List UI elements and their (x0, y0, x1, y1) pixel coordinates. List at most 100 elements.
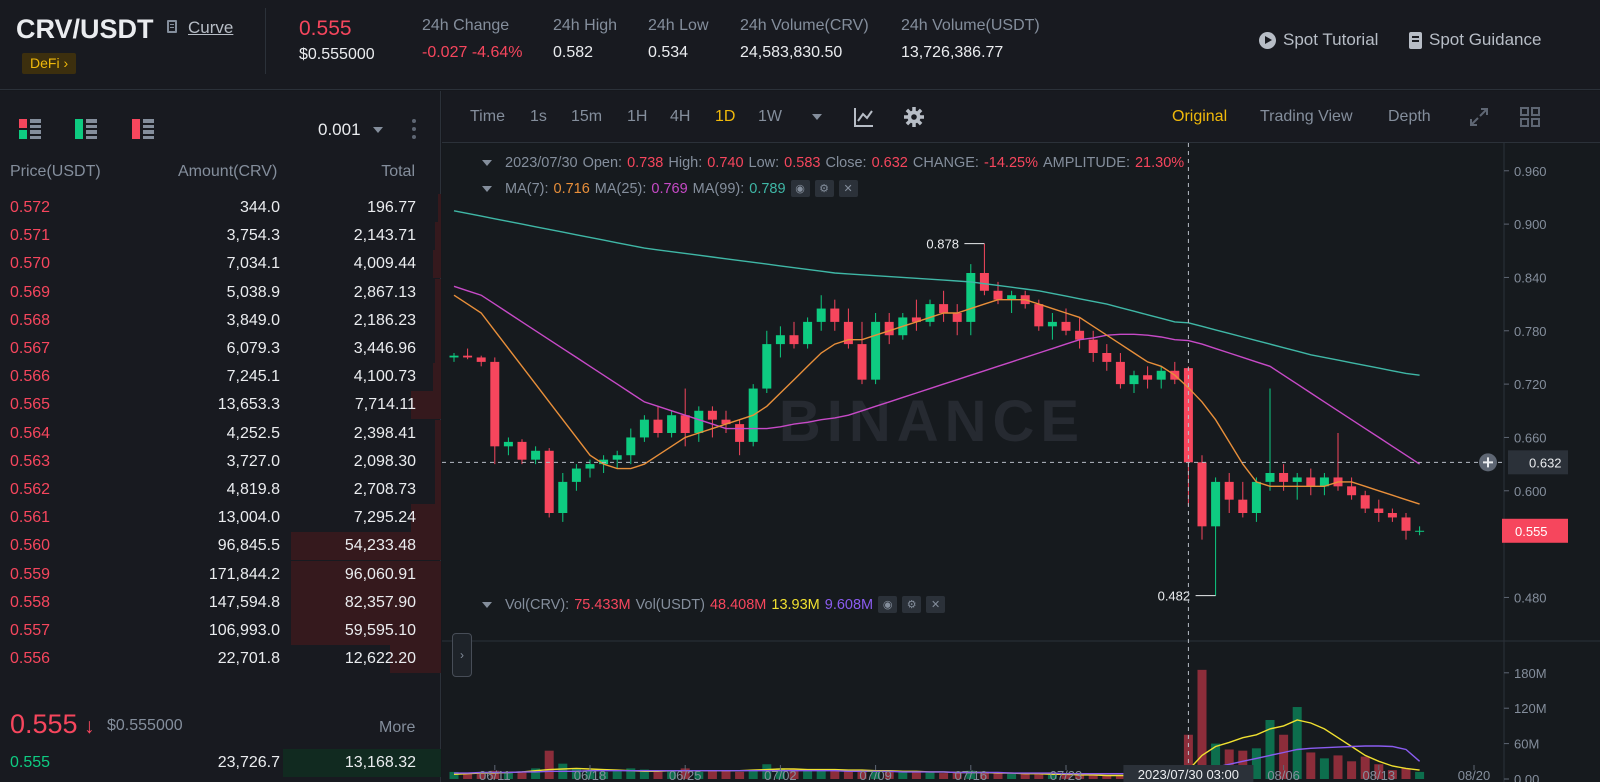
price-tick-label: 0.960 (1514, 164, 1547, 179)
collapse-triangle-icon[interactable] (482, 601, 492, 608)
spot-guidance-link[interactable]: Spot Guidance (1409, 30, 1541, 50)
ask-row[interactable]: 0.566 7,245.1 4,100.73 (0, 363, 441, 392)
interval-15m[interactable]: 15m (571, 108, 603, 125)
ask-row[interactable]: 0.568 3,849.0 2,186.23 (0, 306, 441, 335)
candle-body (680, 415, 690, 433)
ma-info: MA(7): 0.716 MA(25): 0.769 MA(99): 0.789… (482, 180, 858, 197)
more-options-icon[interactable] (412, 119, 416, 139)
ask-price: 0.560 (10, 537, 51, 555)
ask-row[interactable]: 0.564 4,252.5 2,398.41 (0, 419, 441, 448)
candle-body (857, 344, 867, 380)
high-marker-label: 0.878 (926, 237, 959, 252)
chevron-down-icon[interactable] (373, 127, 383, 133)
project-link[interactable]: Curve (188, 18, 234, 37)
ask-row[interactable]: 0.562 4,819.8 2,708.73 (0, 476, 441, 504)
bid-row[interactable]: 0.555 23,726.7 13,168.32 (0, 749, 441, 777)
candle-body (1279, 473, 1289, 482)
volume-bar (993, 773, 1003, 779)
volume-bar (789, 769, 799, 779)
volume-bar (735, 771, 745, 779)
more-link[interactable]: More (379, 719, 416, 736)
close-icon[interactable]: ✕ (838, 180, 858, 197)
volume-bar (544, 750, 554, 779)
interval-4h[interactable]: 4H (670, 108, 691, 125)
interval-1w[interactable]: 1W (758, 108, 782, 125)
ask-price: 0.570 (10, 255, 51, 273)
layout-both-icon[interactable] (19, 119, 41, 139)
layout-asks-icon[interactable] (132, 119, 154, 139)
candle-body (1061, 321, 1071, 331)
ask-row[interactable]: 0.560 96,845.5 54,233.48 (0, 532, 441, 561)
volume-bar (1319, 758, 1329, 779)
fullscreen-icon[interactable] (1468, 106, 1490, 128)
candle-body (585, 464, 595, 469)
volume-bar (1102, 775, 1112, 779)
view-original[interactable]: Original (1172, 108, 1228, 125)
spot-tutorial-link[interactable]: Spot Tutorial (1259, 30, 1378, 50)
volume-bar (490, 770, 500, 779)
interval-1d[interactable]: 1D (715, 108, 736, 125)
ask-row[interactable]: 0.563 3,727.0 2,098.30 (0, 447, 441, 476)
precision-select[interactable]: 0.001 (318, 120, 361, 139)
candle-body (1251, 481, 1261, 513)
ask-total: 59,595.10 (344, 622, 416, 639)
time-tick-label: 08/13 (1363, 768, 1396, 782)
spot-guidance-label: Spot Guidance (1429, 30, 1542, 49)
vol-usdt-label: Vol(USDT) (635, 596, 705, 613)
ask-row[interactable]: 0.572 344.0 196.77 (0, 194, 441, 222)
grid-layout-icon[interactable] (1519, 106, 1541, 128)
collapse-triangle-icon[interactable] (482, 160, 492, 166)
amount-column-header: Amount(CRV) (178, 163, 278, 180)
layout-bids-icon[interactable] (75, 119, 97, 139)
candle-body (449, 355, 459, 358)
category-tag-label: DeFi (30, 55, 60, 71)
volume-bar (952, 772, 962, 779)
expand-panel-chevron-icon[interactable]: › (452, 633, 472, 677)
interval-time[interactable]: Time (470, 108, 505, 125)
volume-bar (667, 770, 677, 779)
more-intervals-chevron-icon[interactable] (812, 114, 822, 120)
gear-icon[interactable]: ⚙ (814, 180, 834, 197)
collapse-triangle-icon[interactable] (482, 185, 492, 192)
ask-row[interactable]: 0.565 13,653.3 7,714.11 (0, 391, 441, 420)
stat-value: 0.534 (648, 44, 689, 61)
volume-bar (639, 769, 649, 779)
view-trading-view[interactable]: Trading View (1260, 108, 1353, 125)
ask-price: 0.562 (10, 481, 51, 498)
eye-icon[interactable]: ◉ (790, 180, 810, 197)
depth-bar (435, 222, 441, 251)
candlestick-chart[interactable]: BINANCE 0.960 0.900 0.840 0.780 0.720 0.660 0.6… (442, 143, 1600, 782)
ask-row[interactable]: 0.559 171,844.2 96,060.91 (0, 560, 441, 589)
stat-value: 0.582 (553, 44, 594, 61)
category-tag[interactable]: DeFi › (22, 53, 77, 74)
volume-bar (1387, 770, 1397, 779)
close-icon[interactable]: ✕ (926, 596, 946, 613)
depth-bar (438, 194, 441, 222)
interval-1h[interactable]: 1H (627, 108, 648, 125)
volume-bar (694, 771, 704, 779)
gear-icon[interactable]: ⚙ (902, 596, 922, 613)
volume-bar (830, 770, 840, 779)
candle-body (1238, 499, 1248, 513)
ask-row[interactable]: 0.558 147,594.8 82,357.90 (0, 588, 441, 617)
indicators-icon[interactable] (853, 106, 875, 128)
ask-row[interactable]: 0.557 106,993.0 59,595.10 (0, 617, 441, 645)
stat-24h-high: 24h High 0.582 (553, 17, 617, 62)
low-value: 0.583 (784, 155, 821, 171)
view-depth[interactable]: Depth (1388, 108, 1431, 125)
ask-row[interactable]: 0.567 6,079.3 3,446.96 (0, 335, 441, 363)
ask-row[interactable]: 0.570 7,034.1 4,009.44 (0, 250, 441, 279)
depth-bar (291, 532, 441, 561)
ask-row[interactable]: 0.569 5,038.9 2,867.13 (0, 278, 441, 307)
interval-1s[interactable]: 1s (530, 108, 547, 125)
document-icon[interactable] (167, 20, 177, 33)
ask-total: 82,357.90 (344, 593, 416, 611)
ask-row[interactable]: 0.571 3,754.3 2,143.71 (0, 222, 441, 251)
settings-gear-icon[interactable] (903, 106, 925, 128)
price-tick-label: 0.600 (1514, 484, 1547, 499)
ask-row[interactable]: 0.556 22,701.8 12,622.20 (0, 645, 441, 674)
depth-bar (433, 363, 441, 392)
ask-row[interactable]: 0.561 13,004.0 7,295.24 (0, 504, 441, 533)
depth-bar (435, 419, 441, 448)
eye-icon[interactable]: ◉ (878, 596, 898, 613)
